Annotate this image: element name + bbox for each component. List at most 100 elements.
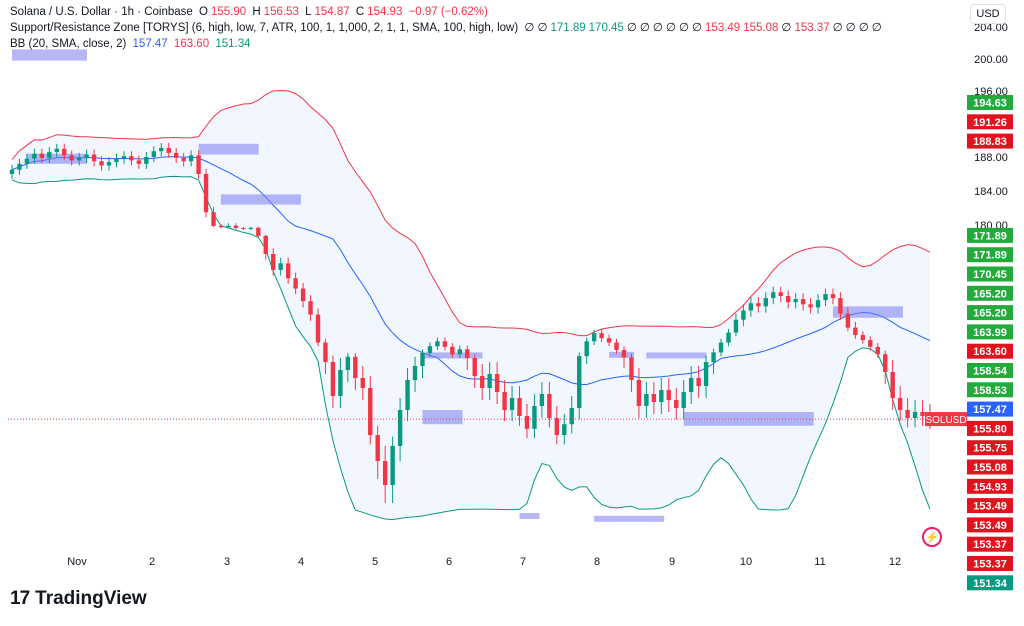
candle-body [278, 263, 283, 270]
candle-body [599, 333, 604, 339]
x-tick-label: 4 [298, 556, 304, 568]
y-tick-label: 184.00 [974, 186, 1008, 198]
candle-body [420, 353, 425, 366]
price-label-text: 155.08 [973, 462, 1007, 474]
candle-body [39, 153, 45, 158]
indicator1-name[interactable]: Support/Resistance Zone [TORYS] (6, high… [10, 22, 519, 34]
sr-zone [594, 515, 665, 522]
tradingview-logo-text: TradingView [35, 588, 147, 609]
candle-body [509, 398, 515, 410]
symbol-title[interactable]: Solana / U.S. Dollar · 1h · Coinbase [10, 6, 193, 18]
candle-body [718, 342, 724, 353]
indicator1-value: 155.08 [743, 22, 779, 34]
candle-body [114, 158, 119, 163]
price-label-text: 158.53 [973, 385, 1007, 397]
sr-zone [646, 352, 707, 359]
candle-body [606, 338, 612, 343]
candle-body [390, 445, 395, 485]
candle-body [17, 163, 22, 170]
candle-body [412, 366, 418, 380]
price-label-badge [967, 133, 1013, 149]
candle-body [32, 153, 37, 159]
bb-basis-value: 157.47 [132, 38, 168, 50]
candle-body [99, 161, 104, 166]
price-label-badge [967, 575, 1013, 591]
indicator1-value: ∅ [871, 22, 882, 34]
candle-body [890, 372, 895, 398]
high-label: H [252, 6, 261, 18]
price-label-text: 158.54 [973, 366, 1008, 378]
candle-body [808, 304, 813, 308]
price-label-badge [967, 324, 1013, 340]
candle-body [181, 157, 186, 162]
indicator1-value: 153.49 [705, 22, 741, 34]
price-label-text: 153.37 [973, 539, 1007, 551]
candle-body [345, 356, 351, 370]
legend-indicator2-row[interactable]: BB (20, SMA, close, 2) 157.47 163.60 151… [10, 37, 254, 51]
x-tick-label: 3 [224, 556, 230, 568]
candle-body [688, 378, 694, 392]
x-tick-label: 6 [446, 556, 452, 568]
candle-body [920, 412, 925, 416]
candle-body [435, 341, 440, 347]
x-tick-label: 9 [669, 556, 675, 568]
candle-body [778, 292, 783, 296]
candle-body [584, 341, 589, 357]
candle-body [188, 155, 194, 162]
candle-body [397, 410, 403, 446]
candle-body [629, 357, 634, 380]
candle-body [218, 225, 224, 228]
candle-body [106, 162, 112, 166]
candle-body [838, 298, 843, 314]
price-label-text: 154.93 [973, 481, 1007, 493]
candle-body [450, 346, 455, 355]
price-label-text: 163.60 [973, 346, 1007, 358]
candle-body [659, 390, 664, 402]
candle-body [129, 156, 134, 161]
tradingview-logo[interactable]: 17 TradingView [10, 588, 147, 610]
currency-button[interactable]: USD [970, 4, 1006, 24]
candle-body [375, 435, 380, 461]
indicator1-value: ∅ [781, 22, 792, 34]
price-label-text: 191.26 [973, 117, 1007, 129]
price-label-text: 165.20 [973, 308, 1007, 320]
candle-body [562, 424, 567, 436]
candle-body [457, 349, 463, 355]
price-label-text: 165.20 [973, 288, 1007, 300]
candle-body [360, 378, 365, 388]
candle-body [830, 294, 836, 299]
bb-lower-line [11, 175, 931, 521]
candle-body [203, 174, 209, 213]
sr-zone [609, 351, 635, 358]
price-label-badge [967, 114, 1013, 130]
lightning-icon[interactable]: ⚡ [922, 527, 942, 547]
low-value: 154.87 [314, 6, 350, 18]
indicator1-value: ∅ [524, 22, 535, 34]
price-label-badge [967, 498, 1013, 514]
candle-body [554, 418, 560, 436]
price-label-badge [967, 247, 1013, 263]
sr-zone [220, 194, 301, 205]
price-label-badge [967, 536, 1013, 552]
price-label-badge [967, 266, 1013, 282]
indicator2-name[interactable]: BB (20, SMA, close, 2) [10, 38, 127, 50]
indicator1-value: 153.37 [794, 22, 830, 34]
legend-indicator1-row[interactable]: Support/Resistance Zone [TORYS] (6, high… [10, 21, 888, 35]
candle-body [711, 352, 716, 362]
candle-body [151, 151, 157, 157]
price-label-badge [967, 401, 1013, 417]
candle-body [226, 225, 231, 228]
candle-body [271, 254, 276, 270]
candle-body [9, 169, 15, 174]
candle-body [621, 349, 627, 358]
candle-body [382, 461, 388, 485]
open-label: O [199, 6, 208, 18]
tradingview-mark-icon: 17 [10, 588, 30, 609]
candle-body [591, 333, 597, 342]
candle-body [494, 374, 500, 392]
candle-body [748, 303, 754, 311]
candle-body [166, 147, 171, 153]
price-label-badge [967, 517, 1013, 533]
candle-body [211, 212, 216, 226]
